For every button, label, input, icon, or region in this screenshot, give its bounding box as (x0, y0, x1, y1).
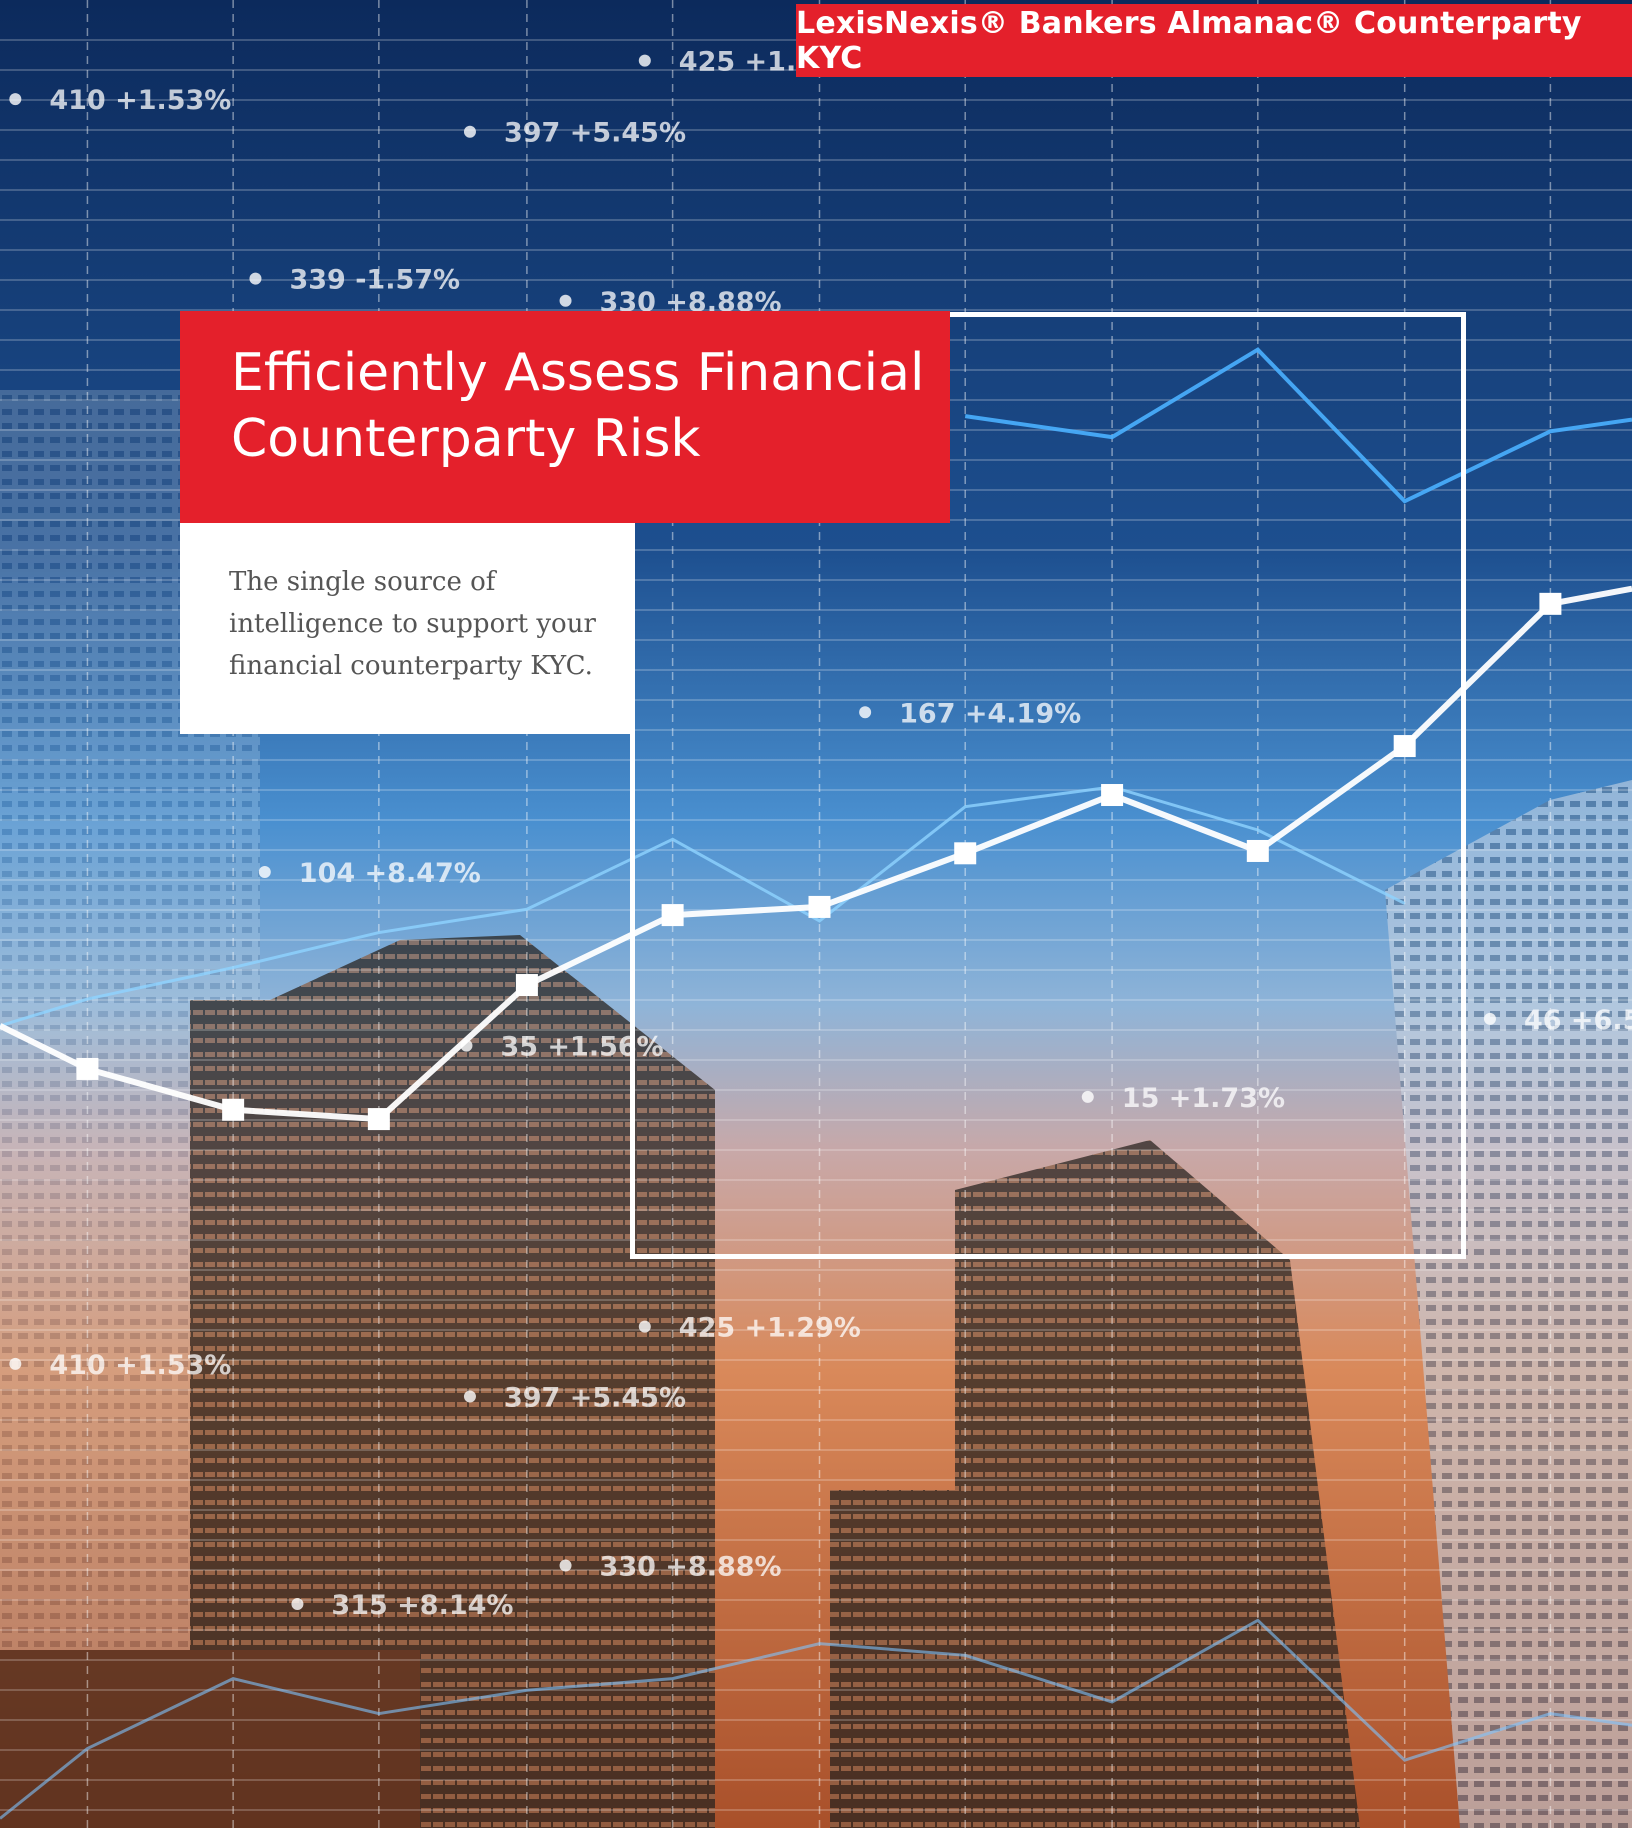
background-label: 397 +5.45% (504, 1383, 686, 1414)
title-box: Efficiently Assess Financial Counterpart… (180, 311, 950, 523)
subtitle-box: The single source of intelligence to sup… (180, 523, 635, 734)
background-label: 339 -1.57% (289, 265, 460, 296)
label-dot (1484, 1013, 1496, 1025)
label-dot (639, 55, 651, 67)
title-line: Efficiently Assess Financial (231, 343, 924, 403)
trend-point (76, 1058, 98, 1080)
subtitle-line: The single source of (229, 567, 495, 597)
brand-banner: LexisNexis® Bankers Almanac® Counterpart… (796, 4, 1632, 77)
background-label: 397 +5.45% (504, 118, 686, 149)
trend-point (222, 1099, 244, 1121)
trend-point (1539, 593, 1561, 615)
label-dot (464, 126, 476, 138)
label-dot (9, 93, 21, 105)
subtitle-line: intelligence to support your (229, 609, 596, 639)
label-dot (9, 1358, 21, 1370)
background-label: 315 +8.14% (331, 1590, 513, 1621)
page: 425 +1. 410 +1.53% 397 +5.45% 339 -1.57% 330… (0, 0, 1632, 1828)
trend-point (516, 974, 538, 996)
label-dot (560, 1560, 572, 1572)
background-label: 46 +6.5 (1524, 1005, 1632, 1036)
label-dot (560, 295, 572, 307)
background-label: 425 +1.29% (679, 1313, 861, 1344)
background-label: 330 +8.88% (600, 1552, 782, 1583)
background-label: 425 +1. (679, 47, 796, 78)
label-dot (464, 1391, 476, 1403)
background-label: 104 +8.47% (299, 858, 481, 889)
label-dot (460, 1040, 472, 1052)
label-dot (639, 1321, 651, 1333)
trend-point (368, 1108, 390, 1130)
label-dot (259, 866, 271, 878)
title-line: Counterparty Risk (231, 409, 701, 469)
label-dot (291, 1598, 303, 1610)
background-label: 410 +1.53% (49, 85, 231, 116)
subtitle-line: financial counterparty KYC. (229, 651, 593, 681)
label-dot (249, 273, 261, 285)
background-label: 410 +1.53% (49, 1350, 231, 1381)
